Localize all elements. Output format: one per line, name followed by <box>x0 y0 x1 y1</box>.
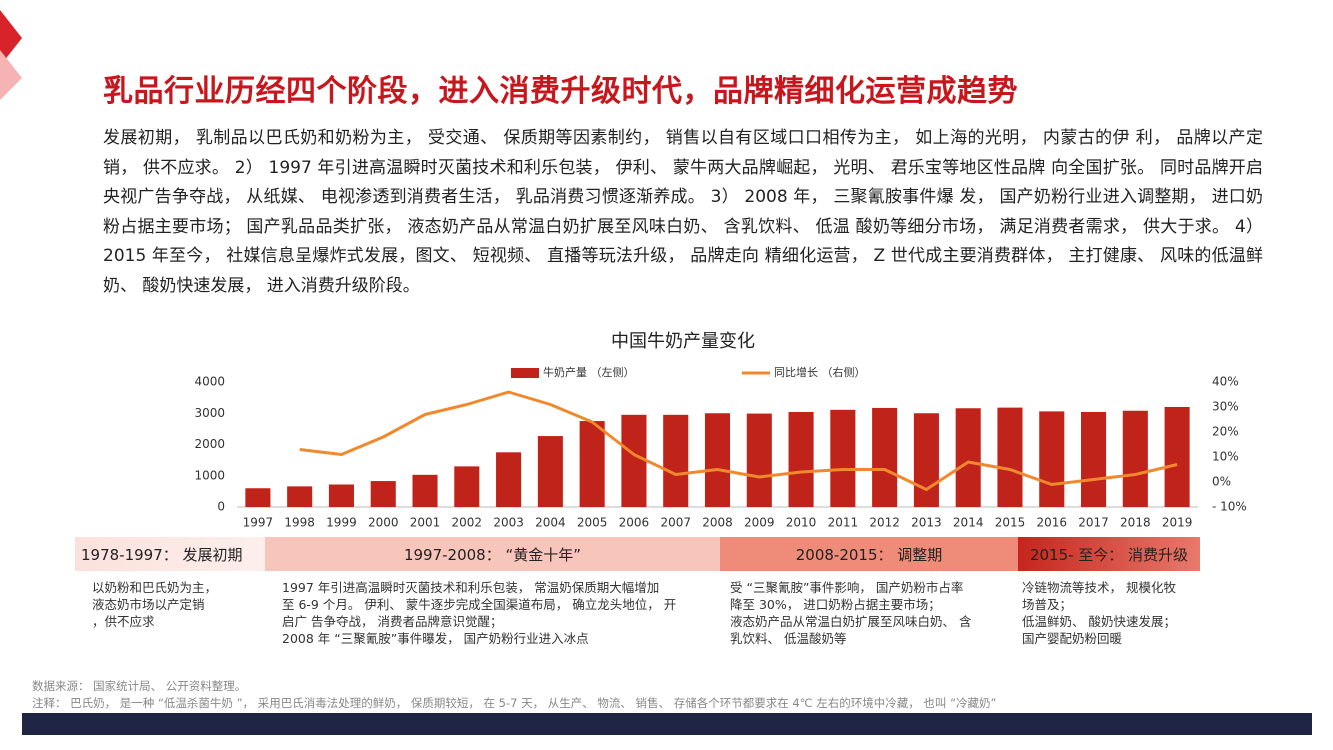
description-line: 启广 告争夺战， 消费者品牌意识觉醒； <box>282 614 503 629</box>
bar <box>412 474 438 507</box>
bar <box>496 452 522 507</box>
corner-decoration <box>0 10 22 100</box>
body-text: 发展初期， 乳制品以巴氏奶和奶粉为主， 受交通、 保质期等因素制约， 销售以自有… <box>103 128 1263 296</box>
x-tick-label: 2005 <box>577 516 608 530</box>
description-line: 国产婴配奶粉回暖 <box>1022 631 1123 646</box>
x-tick-label: 2002 <box>452 516 483 530</box>
bar <box>663 414 689 507</box>
y-tick-label: 4000 <box>194 375 225 389</box>
bar <box>746 413 772 507</box>
legend-label: 牛奶产量 （左侧） <box>543 365 635 379</box>
x-tick-label: 2012 <box>869 516 900 530</box>
x-tick-label: 2013 <box>911 516 942 530</box>
bar <box>704 413 731 507</box>
description-line: 1997 年引进高温瞬时灭菌技术和利乐包装， 常温奶保质期大幅增加 <box>282 580 660 595</box>
y2-tick-label: 20% <box>1212 425 1239 439</box>
slide-title: 乳品行业历经四个阶段，进入消费升级时代，品牌精细化运营成趋势 <box>103 74 1018 109</box>
description-line: ，供不应求 <box>92 614 155 629</box>
x-tick-label: 2003 <box>493 516 524 530</box>
x-tick-label: 2001 <box>410 516 441 530</box>
bar <box>997 407 1023 507</box>
stage-description: 1997 年引进高温瞬时灭菌技术和利乐包装， 常温奶保质期大幅增加至 6-9 个… <box>282 579 712 647</box>
bar <box>830 409 856 507</box>
x-tick-label: 2000 <box>368 516 399 530</box>
description-line: 液态奶市场以产定销 <box>92 597 205 612</box>
stage-description: 冷链物流等技术， 规模化牧 场普及； 低温鲜奶、 酸奶快速发展； 国产婴配奶粉回暖 <box>1022 579 1200 647</box>
description-line: 至 6-9 个月。 伊利、 蒙牛逐步完成全国渠道布局， 确立龙头地位， 开 <box>282 597 677 612</box>
x-tick-label: 2017 <box>1078 516 1109 530</box>
bar <box>537 436 563 507</box>
stage-description: 以奶粉和巴氏奶为主， 液态奶市场以产定销 ，供不应求 <box>92 579 262 630</box>
footnote: 注释： 巴氏奶， 是一种 “低温杀菌牛奶 ”， 采用巴氏消毒法处理的鲜奶， 保质… <box>32 696 997 710</box>
y2-tick-label: - 10% <box>1212 500 1247 514</box>
y2-tick-label: 0% <box>1212 475 1231 489</box>
bar <box>913 413 939 507</box>
y-tick-label: 2000 <box>194 437 225 451</box>
bar <box>287 486 313 507</box>
bar <box>788 412 814 507</box>
x-tick-label: 2006 <box>619 516 650 530</box>
bar <box>621 414 647 507</box>
stage-label: 2015- 至今： 消费升级 <box>1018 537 1200 571</box>
x-tick-label: 2010 <box>786 516 817 530</box>
description-line: 乳饮料、 低温酸奶等 <box>730 631 847 646</box>
y-tick-label: 1000 <box>194 468 225 482</box>
x-tick-label: 1999 <box>326 516 357 530</box>
bar <box>955 408 981 507</box>
legend-swatch <box>511 368 539 378</box>
bar <box>579 421 605 507</box>
description-line: 受 “三聚氰胺”事件影响， 国产奶粉市占率 <box>730 580 964 595</box>
x-tick-label: 2019 <box>1162 516 1193 530</box>
stage-label: 1997-2008： “黄金十年” <box>265 537 720 571</box>
bar <box>328 484 354 507</box>
x-tick-label: 2009 <box>744 516 775 530</box>
bar <box>1081 412 1107 507</box>
x-tick-label: 2008 <box>702 516 733 530</box>
stage-label: 2008-2015： 调整期 <box>720 537 1018 571</box>
x-tick-label: 2004 <box>535 516 566 530</box>
bar <box>370 481 396 507</box>
description-line: 以奶粉和巴氏奶为主， <box>92 580 218 595</box>
x-tick-label: 2016 <box>1036 516 1067 530</box>
bar <box>872 407 898 507</box>
stage-label: 1978-1997： 发展初期 <box>75 537 265 571</box>
y2-tick-label: 30% <box>1212 400 1239 414</box>
description-line: 降至 30%， 进口奶粉占据主要市场； <box>730 597 941 612</box>
line <box>299 390 1178 491</box>
x-tick-label: 1997 <box>243 516 274 530</box>
legend-label: 同比增长 （右侧） <box>774 365 866 379</box>
x-tick-label: 2007 <box>660 516 691 530</box>
description-line: 2008 年 “三聚氰胺”事件曝发， 国产奶粉行业进入冰点 <box>282 631 589 646</box>
x-tick-label: 1998 <box>284 516 315 530</box>
bar <box>1164 407 1190 507</box>
bar <box>245 488 271 507</box>
y-tick-label: 3000 <box>194 406 225 420</box>
bar <box>1039 411 1065 507</box>
description-line: 低温鲜奶、 酸奶快速发展； <box>1022 614 1176 629</box>
y-tick-label: 0 <box>217 500 225 514</box>
x-tick-label: 2018 <box>1120 516 1151 530</box>
source-note: 数据来源： 国家统计局、 公开资料整理。 <box>32 679 247 693</box>
footer-bar <box>22 713 1312 735</box>
chart-title: 中国牛奶产量变化 <box>611 331 755 352</box>
y2-tick-label: 10% <box>1212 450 1239 464</box>
x-tick-label: 2015 <box>995 516 1026 530</box>
bar <box>454 466 480 507</box>
description-line: 液态奶产品从常温白奶扩展至风味白奶、 含 <box>730 614 972 629</box>
chart: 中国牛奶产量变化 0 1000 2000 3000 4000 - 10% 0% 10% 20% 3… <box>194 331 1247 530</box>
description-line: 场普及； <box>1022 597 1073 612</box>
bar <box>1122 410 1148 507</box>
x-tick-label: 2011 <box>828 516 859 530</box>
stage-description: 受 “三聚氰胺”事件影响， 国产奶粉市占率 降至 30%， 进口奶粉占据主要市场；… <box>730 579 1010 647</box>
y2-tick-label: 40% <box>1212 375 1239 389</box>
description-line: 冷链物流等技术， 规模化牧 <box>1022 580 1176 595</box>
x-tick-label: 2014 <box>953 516 984 530</box>
